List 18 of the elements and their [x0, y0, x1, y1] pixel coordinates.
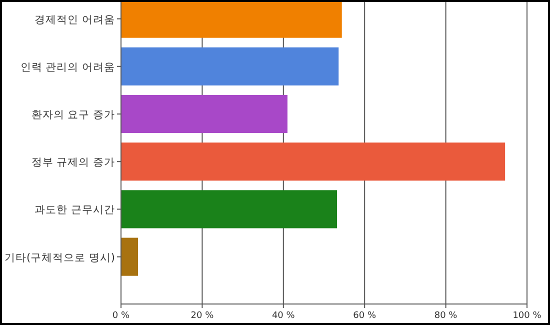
x-tick-label: 20 % — [190, 311, 214, 321]
bar — [121, 238, 138, 276]
x-tick-label: 60 % — [353, 311, 376, 321]
y-tick-label: 환자의 요구 증가 — [31, 109, 115, 121]
x-tick-label: 40 % — [272, 311, 296, 321]
bar — [121, 94, 288, 134]
bar — [121, 142, 506, 181]
y-tick-label: 과도한 근무시간 — [34, 204, 115, 216]
y-tick-label: 정부 규제의 증가 — [31, 156, 115, 169]
x-tick-label: 80 % — [434, 311, 458, 321]
y-tick-label: 기타(구체적으로 명시) — [4, 252, 115, 264]
x-tick-label: 100 % — [512, 311, 542, 321]
y-tick-label: 경제적인 어려움 — [34, 14, 115, 26]
bar — [121, 0, 342, 38]
bar — [121, 190, 337, 228]
y-tick-label: 인력 관리의 어려움 — [20, 61, 115, 74]
bar — [121, 47, 339, 86]
x-tick-label: 0 % — [112, 311, 130, 321]
